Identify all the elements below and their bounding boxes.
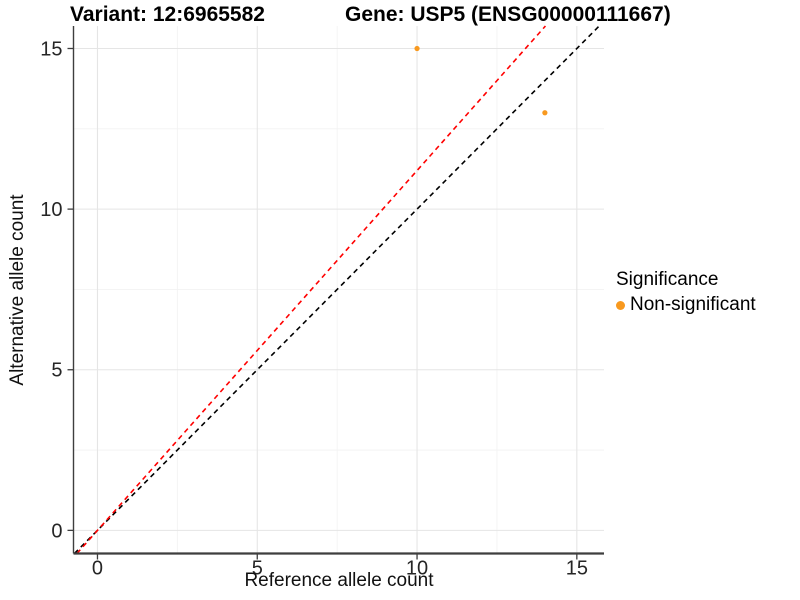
y-tick-label: 5 (51, 360, 62, 382)
y-axis-title: Alternative allele count (7, 194, 28, 386)
x-tick-label: 5 (252, 558, 263, 580)
non-significant-point-icon (616, 300, 625, 310)
x-tick-label: 15 (566, 558, 588, 580)
legend-item-label: Non-significant (630, 294, 756, 315)
data-point (542, 110, 548, 116)
identity-line (73, 25, 600, 555)
data-point (414, 45, 420, 52)
x-tick-label: 10 (406, 558, 428, 580)
plot-title-gene: Gene: USP5 (ENSG00000111667) (345, 3, 671, 26)
fit-ratio-line (76, 25, 547, 555)
plot-title-variant: Variant: 12:6965582 (70, 3, 265, 26)
legend-title: Significance (616, 269, 719, 290)
legend: Significance Non-significant (616, 269, 756, 316)
x-tick-label: 0 (92, 558, 103, 580)
y-tick-label: 15 (40, 38, 62, 60)
y-tick-label: 10 (40, 199, 62, 221)
x-axis-title: Reference allele count (244, 570, 434, 591)
y-tick-label: 0 (51, 520, 62, 542)
legend-item-non-significant: Non-significant (616, 294, 756, 316)
